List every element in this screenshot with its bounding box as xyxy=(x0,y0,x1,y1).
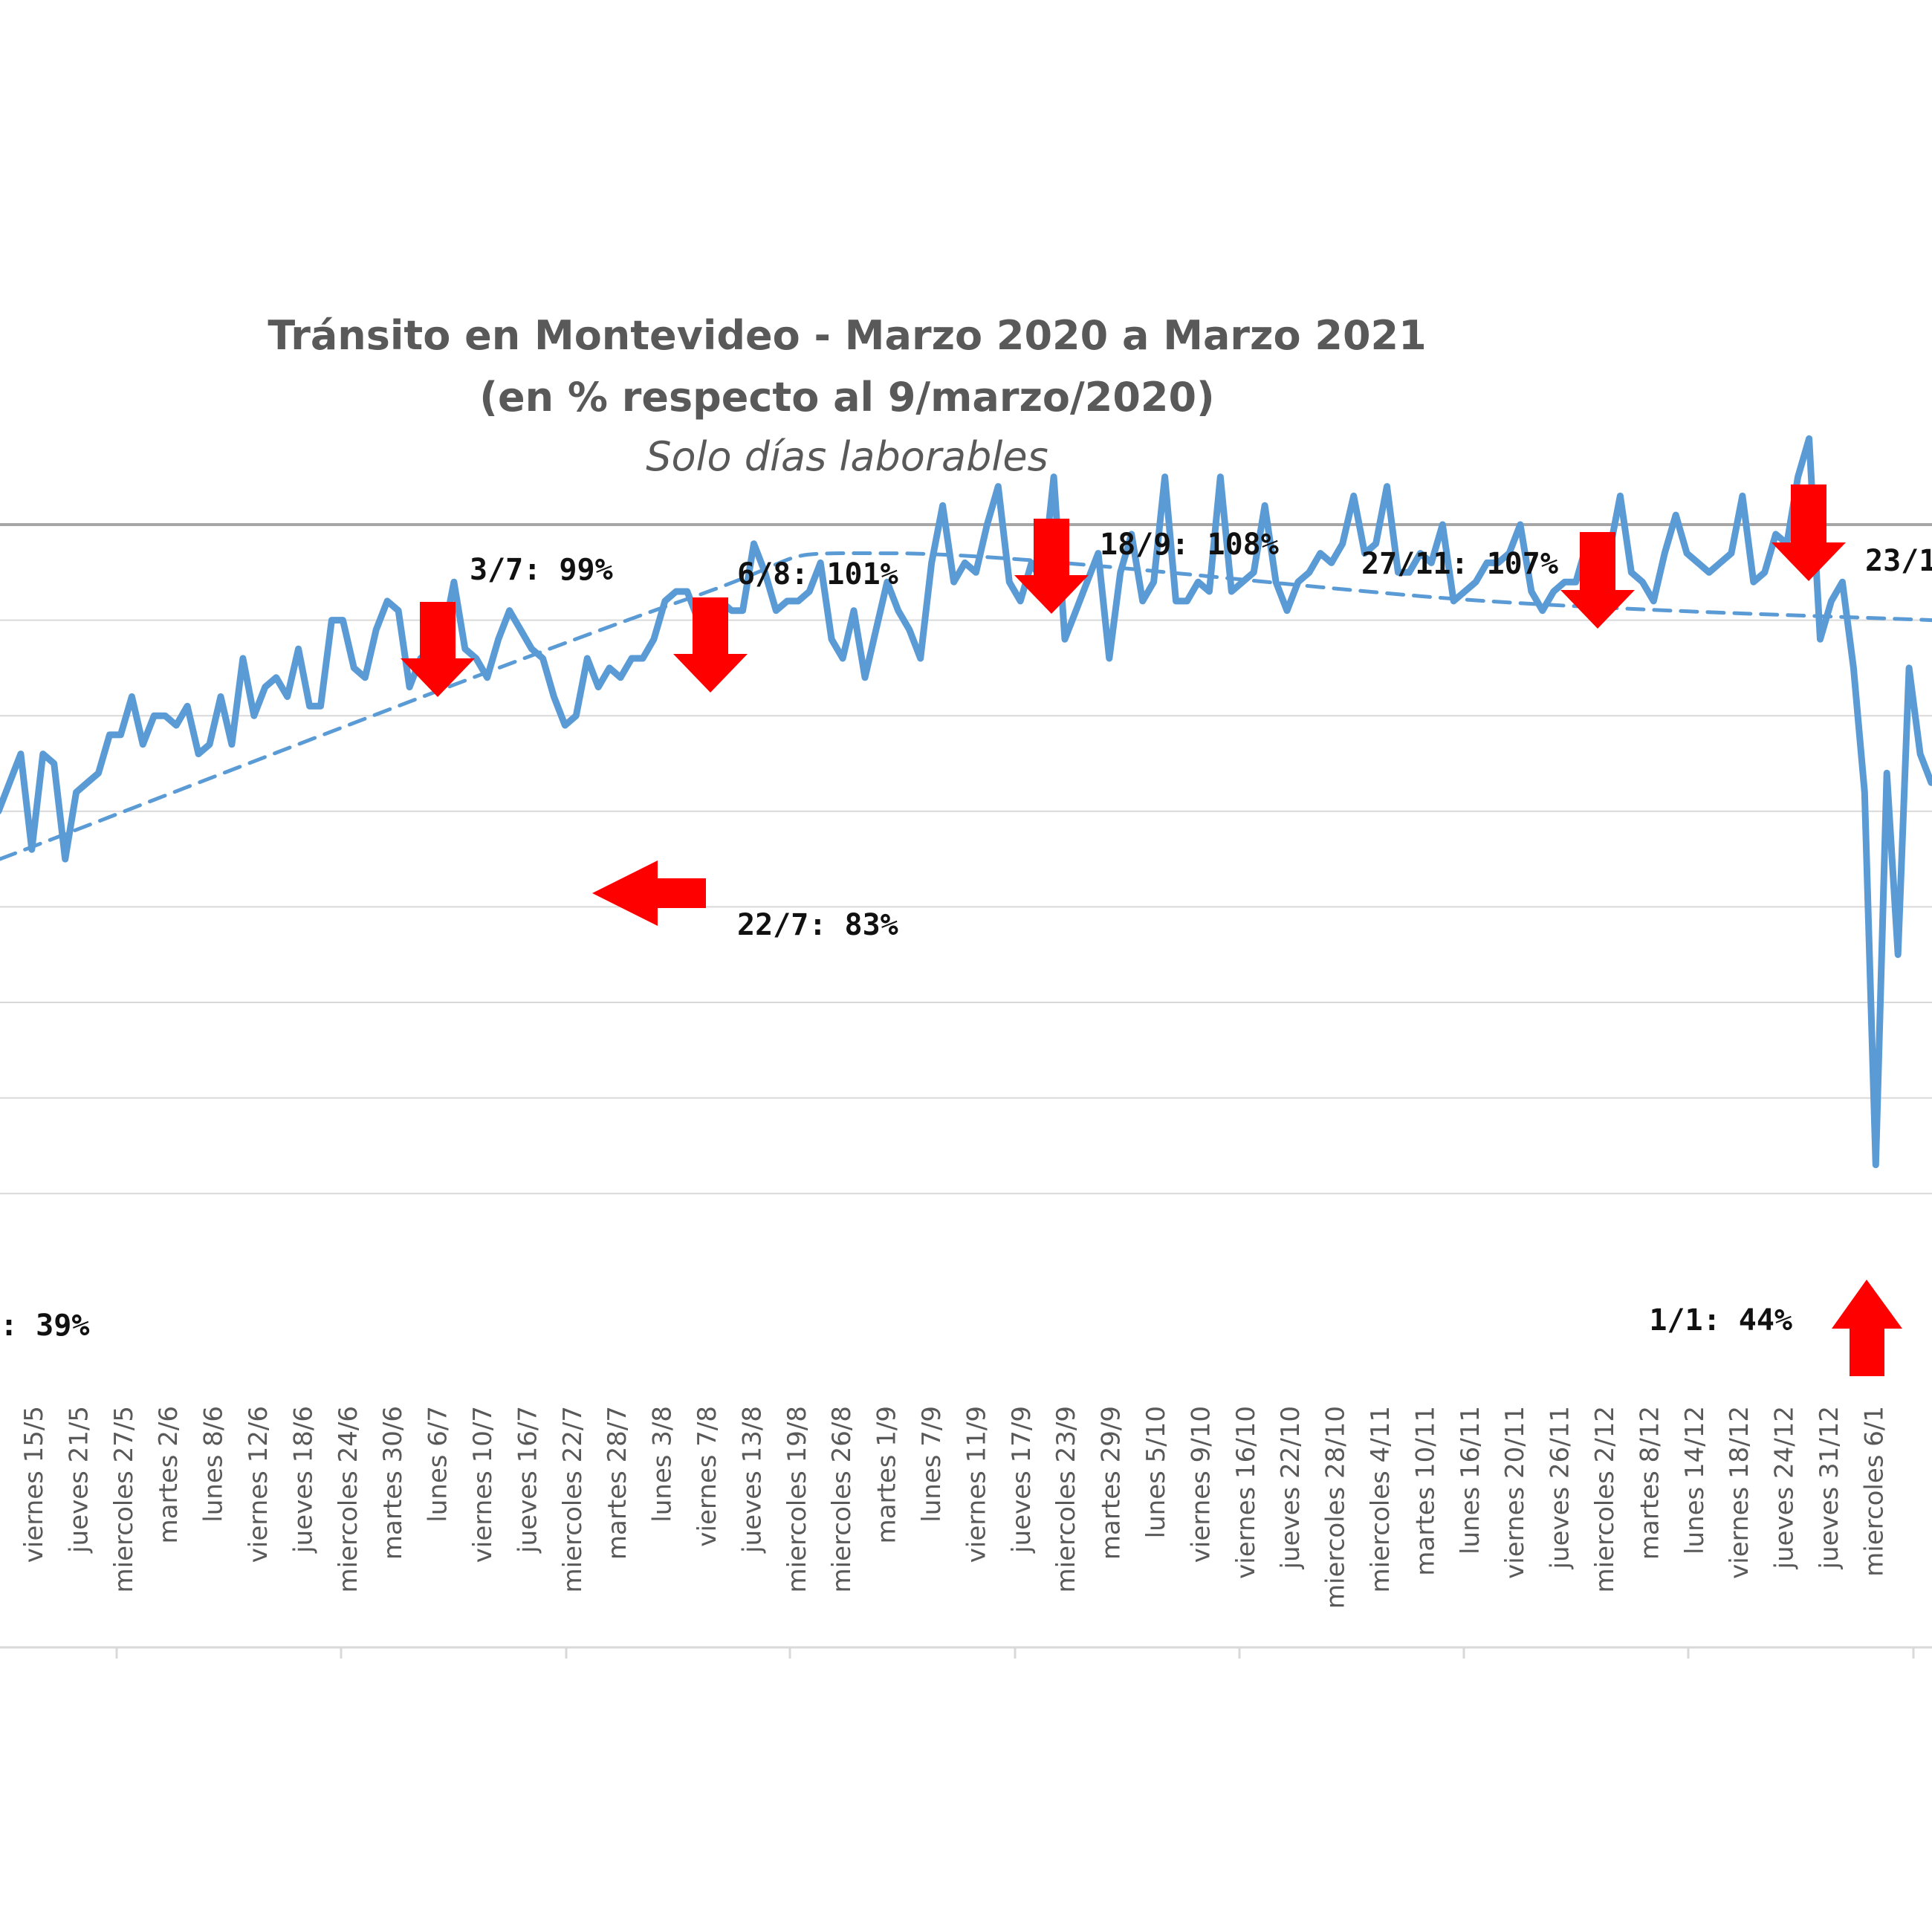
x-tick-label: jueves 26/11 xyxy=(1546,1406,1575,1569)
x-tick-label: jueves 13/8 xyxy=(737,1406,767,1554)
x-tick-label: martes 29/9 xyxy=(1097,1406,1127,1560)
x-tick-label: miercoles 26/8 xyxy=(827,1406,857,1592)
x-tick-label: viernes 7/8 xyxy=(693,1406,722,1547)
series-line-daily xyxy=(0,435,1932,1169)
annotation-label: 23/1 xyxy=(1865,544,1932,578)
x-tick-label: viernes 10/7 xyxy=(468,1406,498,1563)
x-tick-label: miercoles 28/10 xyxy=(1321,1406,1351,1609)
x-tick-label: miercoles 2/12 xyxy=(1590,1406,1620,1592)
x-tick-label: miercoles 24/6 xyxy=(334,1406,363,1592)
x-tick-label: lunes 8/6 xyxy=(199,1406,229,1523)
annotation-label: 6/8: 101% xyxy=(737,557,898,591)
x-tick-label: lunes 5/10 xyxy=(1141,1406,1171,1538)
arrow-up-1-1 xyxy=(1832,1280,1902,1376)
x-tick-label: martes 8/12 xyxy=(1635,1406,1664,1560)
x-tick-label: martes 10/11 xyxy=(1410,1406,1440,1576)
arrow-left-22-7 xyxy=(592,860,706,926)
annotation-labels: 3/7: 99% 6/8: 101% 18/9: 108% 27/11: 107% 23… xyxy=(0,528,1932,1343)
x-tick-label: viernes 18/12 xyxy=(1725,1406,1754,1579)
x-tick-label: miercoles 19/8 xyxy=(782,1406,812,1592)
x-tick-label: miercoles 23/9 xyxy=(1051,1406,1081,1592)
x-tick-label: jueves 17/9 xyxy=(1007,1406,1037,1554)
x-tick-label: jueves 24/12 xyxy=(1770,1406,1800,1569)
arrow-down-27-11 xyxy=(1560,532,1635,629)
chart-subtitle: Solo días laborables xyxy=(646,433,1048,480)
series-line-trend xyxy=(0,551,1932,861)
annotation-label: 18/9: 108% xyxy=(1100,528,1279,562)
x-tick-label: lunes 7/9 xyxy=(917,1406,947,1523)
x-tick-label: miercoles 22/7 xyxy=(558,1406,588,1592)
x-tick-label: miercoles 6/1 xyxy=(1859,1406,1889,1577)
x-tick-label: jueves 18/6 xyxy=(288,1406,318,1554)
chart-title: Tránsito en Montevideo - Marzo 2020 a Ma… xyxy=(268,312,1426,359)
chart-title-line2: (en % respecto al 9/marzo/2020) xyxy=(479,374,1214,421)
x-tick-label: viernes 11/9 xyxy=(962,1406,991,1563)
x-tick-label: viernes 9/10 xyxy=(1186,1406,1216,1563)
gridlines xyxy=(0,523,1932,1195)
arrow-down-6-8 xyxy=(673,597,748,693)
x-axis: viernes 15/5 jueves 21/5 miercoles 27/5 mar… xyxy=(0,1406,1932,1659)
x-tick-label: viernes 16/10 xyxy=(1231,1406,1261,1579)
arrow-down-18-9 xyxy=(1014,519,1089,614)
x-tick-label: jueves 21/5 xyxy=(64,1406,94,1554)
x-tick-label: martes 1/9 xyxy=(872,1406,902,1543)
series-layer xyxy=(0,435,1932,1169)
x-tick-label: viernes 12/6 xyxy=(244,1406,273,1563)
x-tick-label: lunes 14/12 xyxy=(1680,1406,1710,1555)
x-tick-label: viernes 15/5 xyxy=(19,1406,49,1563)
x-tick-label: lunes 16/11 xyxy=(1456,1406,1485,1555)
x-tick-label: miercoles 4/11 xyxy=(1366,1406,1395,1592)
x-tick-label: jueves 22/10 xyxy=(1276,1406,1306,1569)
x-tick-label: miercoles 27/5 xyxy=(109,1406,139,1592)
x-tick-label: martes 2/6 xyxy=(154,1406,184,1543)
arrow-down-3-7 xyxy=(401,602,475,697)
annotation-label: 1/1: 44% xyxy=(1649,1303,1792,1338)
x-tick-label: martes 28/7 xyxy=(603,1406,632,1560)
x-tick-label: lunes 6/7 xyxy=(424,1406,453,1523)
x-tick-label: viernes 20/11 xyxy=(1500,1406,1530,1579)
x-tick-label: jueves 16/7 xyxy=(513,1406,542,1554)
annotation-arrows xyxy=(401,484,1902,1376)
x-tick-label: jueves 31/12 xyxy=(1815,1406,1844,1569)
x-tick-label: martes 30/6 xyxy=(378,1406,408,1560)
arrow-down-23-1 xyxy=(1771,484,1846,581)
annotation-label: : 39% xyxy=(0,1309,89,1343)
x-tick-label: lunes 3/8 xyxy=(648,1406,678,1523)
annotation-label: 3/7: 99% xyxy=(470,553,613,587)
annotation-label: 27/11: 107% xyxy=(1361,547,1558,581)
annotation-label: 22/7: 83% xyxy=(737,908,898,942)
